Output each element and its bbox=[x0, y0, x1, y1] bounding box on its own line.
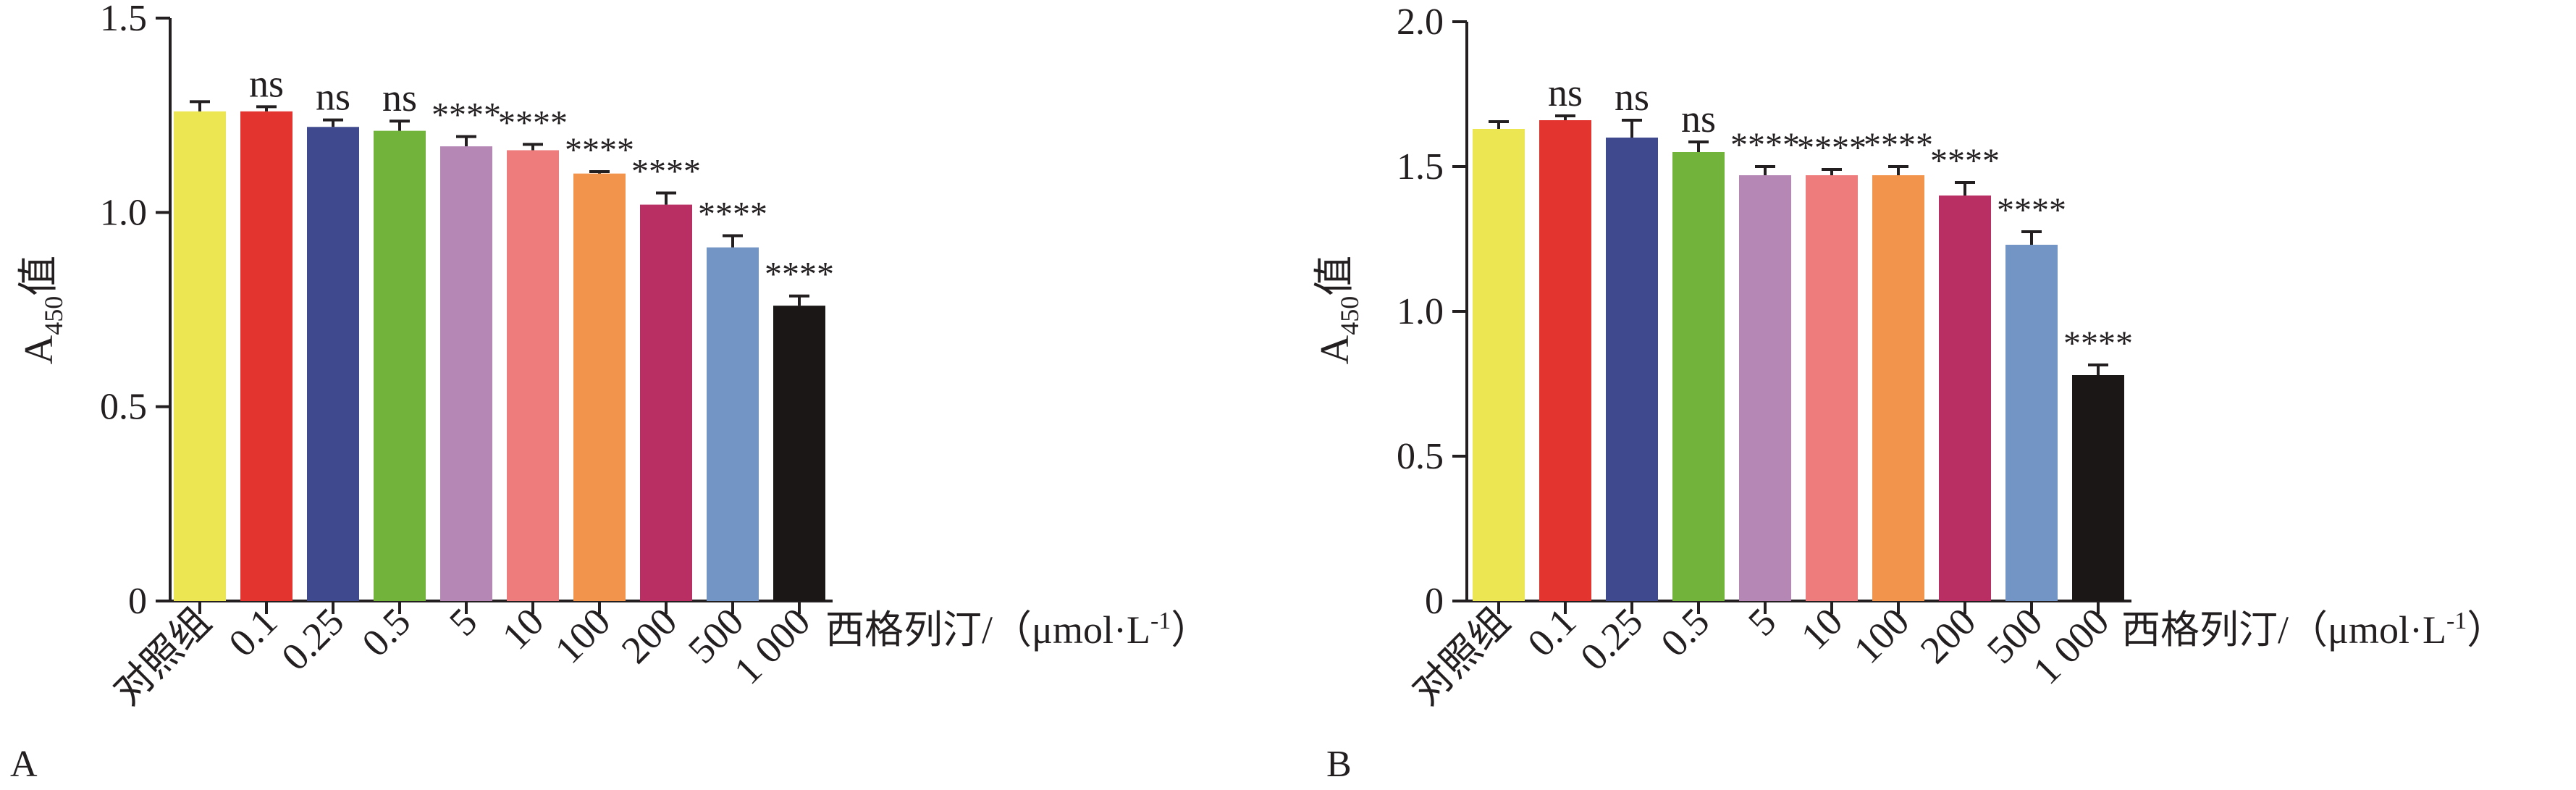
significance-label: ns bbox=[1548, 71, 1583, 114]
x-axis-title: 西格列汀/（μmol·L-1） bbox=[825, 608, 1210, 652]
bar bbox=[640, 204, 692, 602]
x-tick-label: 100 bbox=[547, 600, 619, 672]
bar bbox=[1539, 120, 1591, 601]
significance-label: ns bbox=[249, 62, 284, 105]
x-tick-label: 0.1 bbox=[1519, 600, 1584, 665]
significance-label: **** bbox=[565, 131, 634, 169]
significance-label: ns bbox=[316, 75, 350, 119]
y-tick-label: 1.0 bbox=[100, 192, 147, 233]
bar bbox=[174, 111, 226, 602]
bar bbox=[1672, 152, 1725, 601]
y-tick-label: 0 bbox=[128, 581, 147, 622]
bar bbox=[573, 173, 626, 601]
bar bbox=[240, 111, 292, 602]
x-tick-label: 0.5 bbox=[1652, 600, 1717, 665]
significance-label: **** bbox=[1864, 126, 1933, 164]
significance-label: **** bbox=[1730, 126, 1800, 164]
y-tick-label: 0.5 bbox=[1397, 436, 1444, 477]
bar bbox=[1939, 196, 1991, 601]
x-axis-title: 西格列汀/（μmol·L-1） bbox=[2121, 608, 2506, 652]
x-tick-label: 200 bbox=[613, 600, 686, 672]
x-tick-label: 200 bbox=[1912, 600, 1984, 672]
significance-label: **** bbox=[1797, 129, 1866, 167]
x-tick-label: 1 000 bbox=[725, 600, 818, 692]
bar bbox=[2005, 245, 2058, 601]
x-tick-label: 0.25 bbox=[273, 600, 352, 678]
x-tick-label: 10 bbox=[494, 600, 552, 658]
x-tick-label: 10 bbox=[1793, 600, 1851, 658]
panel-label: B bbox=[1326, 744, 1352, 785]
x-tick-label: 0.5 bbox=[353, 600, 418, 665]
y-axis-title: A450值 bbox=[1313, 256, 1364, 364]
significance-label: ns bbox=[382, 76, 417, 119]
significance-label: **** bbox=[698, 196, 767, 234]
significance-label: **** bbox=[1997, 191, 2066, 230]
x-tick-label: 1 000 bbox=[2024, 600, 2117, 692]
y-tick-label: 2.0 bbox=[1397, 1, 1444, 43]
significance-label: **** bbox=[2063, 324, 2133, 363]
x-tick-label: 对照组 bbox=[1405, 600, 1518, 713]
bar bbox=[440, 146, 492, 602]
significance-label: **** bbox=[631, 153, 701, 191]
significance-label: **** bbox=[432, 96, 501, 135]
bar bbox=[773, 306, 825, 601]
significance-label: **** bbox=[1930, 142, 2000, 180]
panel-label: A bbox=[10, 744, 38, 785]
bar bbox=[1872, 175, 1924, 601]
bar bbox=[707, 247, 759, 601]
x-tick-label: 对照组 bbox=[106, 600, 219, 713]
y-tick-label: 1.5 bbox=[100, 0, 147, 39]
x-tick-label: 5 bbox=[441, 600, 486, 644]
x-tick-label: 100 bbox=[1845, 600, 1918, 672]
bar bbox=[1739, 175, 1791, 601]
y-tick-label: 1.5 bbox=[1397, 146, 1444, 188]
y-tick-label: 0 bbox=[1425, 581, 1444, 622]
bar bbox=[1806, 175, 1858, 601]
y-tick-label: 0.5 bbox=[100, 387, 147, 428]
bar bbox=[507, 150, 559, 601]
x-tick-label: 0.1 bbox=[220, 600, 285, 665]
significance-label: ns bbox=[1615, 75, 1649, 119]
bar bbox=[2072, 375, 2124, 601]
bar bbox=[374, 130, 426, 602]
x-tick-label: 0.25 bbox=[1572, 600, 1651, 678]
bar bbox=[1473, 129, 1525, 601]
y-axis-title: A450值 bbox=[17, 256, 68, 364]
bar bbox=[1606, 138, 1658, 601]
bar bbox=[307, 127, 359, 601]
significance-label: **** bbox=[765, 256, 834, 294]
significance-label: ns bbox=[1681, 97, 1716, 140]
significance-label: **** bbox=[498, 104, 568, 142]
y-tick-label: 1.0 bbox=[1397, 291, 1444, 332]
x-tick-label: 5 bbox=[1740, 600, 1785, 644]
